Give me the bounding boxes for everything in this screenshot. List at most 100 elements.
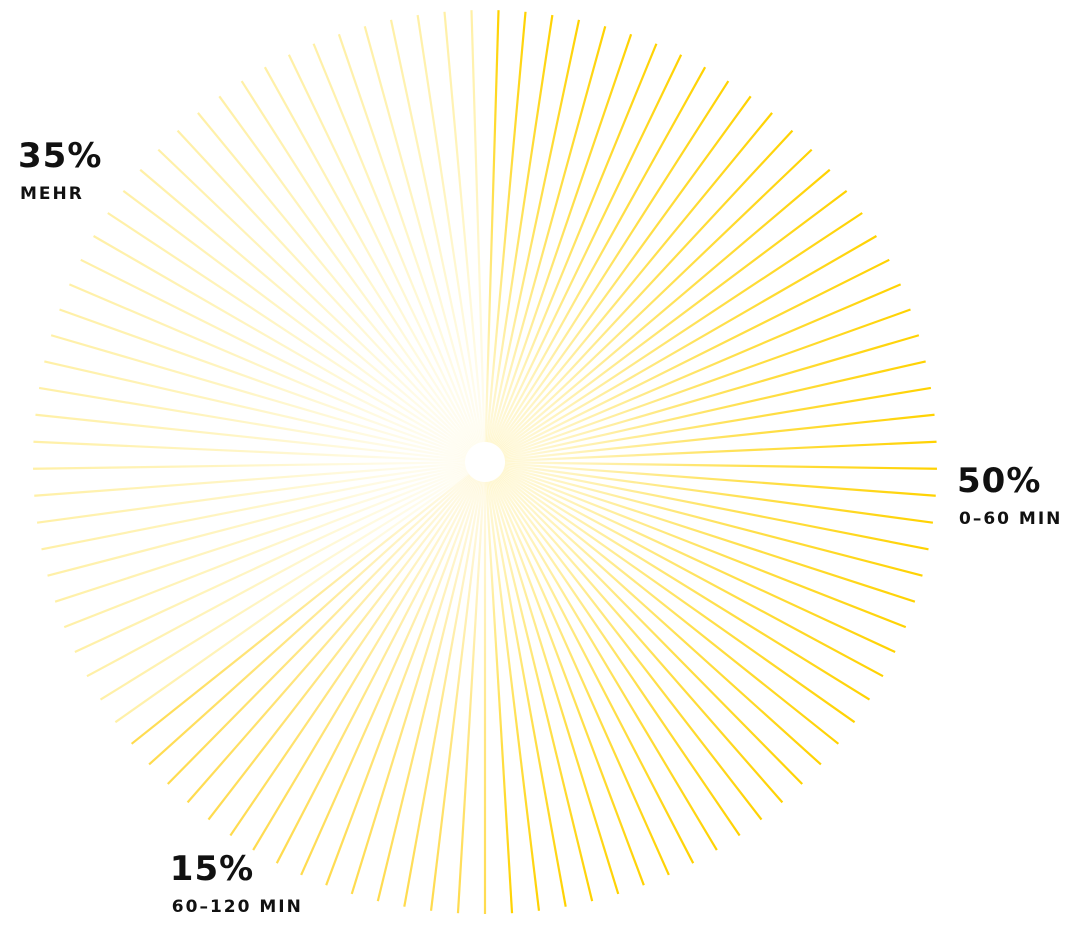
ray [485,11,527,443]
ray [485,481,514,914]
ray [502,283,902,456]
ray [486,14,554,443]
ray [504,360,926,459]
ray [186,476,473,804]
ray [47,465,466,577]
ray [487,481,567,907]
ray [497,129,794,449]
ray [148,474,471,766]
ray [470,10,486,443]
ray [497,476,784,804]
ray [54,467,467,603]
ray [325,480,480,886]
ray [499,168,831,450]
ray [229,477,475,837]
ray [93,235,469,453]
ray [492,479,670,876]
ray [197,112,474,448]
ray [502,258,890,455]
ray [504,463,934,524]
ray [139,168,471,450]
ray [287,54,478,445]
ray [500,190,848,451]
ray [443,11,485,443]
ray [300,479,478,876]
ray [50,334,467,458]
ray [503,334,920,458]
ray [491,43,658,444]
ray [504,461,937,470]
ray [35,413,466,462]
ray [502,470,884,678]
ray [176,129,473,449]
ray [416,14,484,443]
ray [488,19,581,443]
ray [68,283,468,456]
ray [33,461,466,470]
slice-category-label: 60–120 MIN [172,897,303,917]
ray [157,148,472,449]
ray [263,66,477,446]
ray [36,463,466,524]
slice-value-label: 35% [18,136,102,176]
ray [130,473,471,745]
ray [122,190,470,451]
ray [41,464,466,551]
ray [456,481,485,914]
ray [499,473,840,745]
ray [490,480,645,886]
ray [350,480,481,895]
ray [504,413,935,462]
ray [312,43,479,444]
ray [502,469,896,653]
ray [504,440,937,463]
ray [33,440,466,463]
ray [495,477,741,837]
ray [496,477,763,821]
ray [504,386,932,460]
ray [503,308,911,457]
slice-category-label: MEHR [20,184,84,204]
ray [493,479,695,864]
ray [275,479,477,864]
ray [498,148,813,449]
ray [494,478,718,851]
ray [80,258,468,455]
slice-value-label: 50% [957,461,1041,501]
ray [489,480,620,895]
ray [503,468,907,629]
ray [74,469,468,653]
ray [403,481,483,907]
ray [337,33,480,444]
ray [240,80,476,446]
ray [499,474,822,766]
ray [389,19,482,443]
ray [107,212,469,452]
ray [490,33,633,444]
ray [492,54,683,445]
slice-category-label: 0–60 MIN [959,509,1062,529]
ray [376,481,482,902]
ray [489,25,607,444]
ray [488,481,594,902]
ray [38,386,466,460]
ray [500,472,856,724]
ray [501,235,877,453]
ray [494,80,730,446]
ray [501,212,863,452]
ray [34,462,466,497]
ray [498,475,803,785]
ray [218,95,475,447]
ray [429,481,484,911]
ray [493,66,707,446]
ray [504,464,929,551]
ray [503,467,916,603]
ray [504,465,923,577]
ray [59,308,467,457]
ray [114,472,470,724]
ray [44,360,466,459]
ray [167,475,472,785]
ray [486,481,541,911]
ray [504,462,936,497]
